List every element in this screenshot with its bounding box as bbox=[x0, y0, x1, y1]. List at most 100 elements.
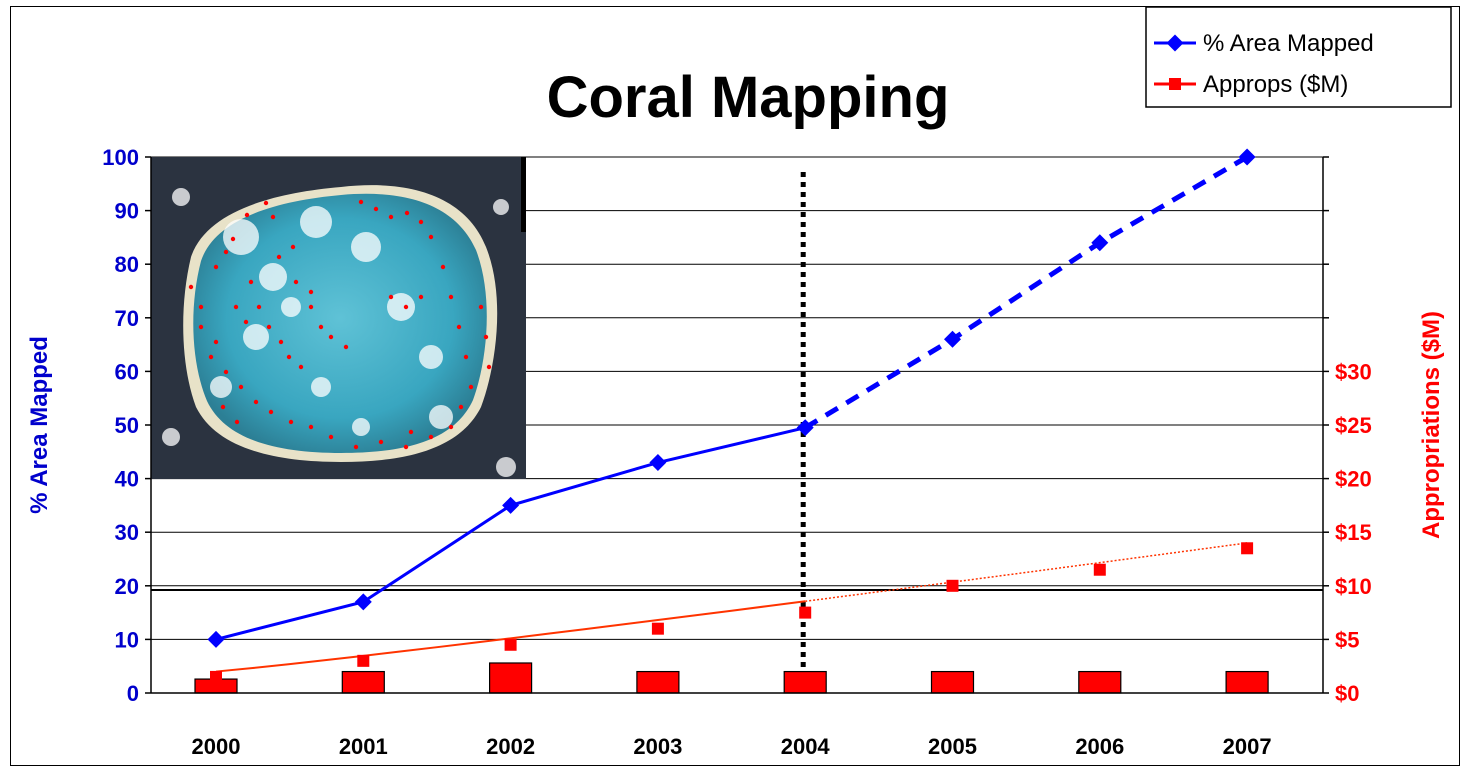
x-tick-label: 2001 bbox=[339, 734, 388, 759]
x-tick-label: 2002 bbox=[486, 734, 535, 759]
cloud bbox=[419, 345, 443, 369]
survey-point bbox=[428, 234, 434, 240]
area-mapped-projected-line bbox=[803, 154, 1249, 430]
left-tick-label: 50 bbox=[115, 413, 139, 438]
legend-label-approps: Approps ($M) bbox=[1203, 71, 1348, 98]
data-series bbox=[207, 148, 1256, 683]
approps-point bbox=[946, 579, 959, 592]
survey-point bbox=[418, 219, 424, 225]
axis-labels: 0 10 20 30 40 50 60 70 80 90 100 $0 $5 $10 $15 $20 $25 $3… bbox=[26, 145, 1445, 759]
survey-point bbox=[440, 264, 446, 270]
approps-bar bbox=[341, 670, 385, 694]
approps-bar bbox=[930, 670, 975, 694]
cloud bbox=[493, 199, 509, 215]
x-tick-label: 2005 bbox=[928, 734, 977, 759]
legend-marker-approps bbox=[1169, 78, 1181, 90]
cloud bbox=[162, 428, 180, 446]
survey-point bbox=[463, 354, 469, 360]
right-tick-label: $30 bbox=[1335, 359, 1372, 384]
chart-title: Coral Mapping bbox=[547, 65, 950, 130]
survey-point bbox=[233, 304, 239, 310]
survey-point bbox=[256, 304, 262, 310]
left-tick-label: 20 bbox=[115, 574, 139, 599]
approps-point bbox=[504, 638, 517, 651]
survey-point bbox=[188, 284, 194, 290]
survey-point bbox=[286, 354, 292, 360]
coral-mapping-chart: Coral Mapping 0 10 20 30 40 50 60 70 80 90 100 $0 $5… bbox=[26, 7, 1452, 759]
cloud bbox=[496, 457, 516, 477]
survey-point bbox=[486, 364, 492, 370]
survey-point bbox=[293, 279, 299, 285]
cloud bbox=[351, 232, 381, 262]
cloud bbox=[172, 188, 190, 206]
left-tick-label: 70 bbox=[115, 306, 139, 331]
approps-bar bbox=[1078, 670, 1122, 694]
right-axis-title: Appropriations ($M) bbox=[1418, 311, 1445, 539]
survey-point bbox=[448, 424, 454, 430]
cloud bbox=[429, 405, 453, 429]
approps-bar bbox=[636, 670, 680, 694]
survey-point bbox=[238, 384, 244, 390]
survey-point bbox=[378, 439, 384, 445]
cloud bbox=[387, 293, 415, 321]
x-tick-label: 2006 bbox=[1075, 734, 1124, 759]
left-tick-label: 10 bbox=[115, 627, 139, 652]
survey-point bbox=[263, 200, 269, 206]
left-tick-label: 40 bbox=[115, 467, 139, 492]
legend-label-area: % Area Mapped bbox=[1203, 30, 1374, 57]
survey-point bbox=[268, 409, 274, 415]
survey-point bbox=[244, 212, 250, 218]
survey-point bbox=[213, 339, 219, 345]
survey-point bbox=[353, 444, 359, 450]
survey-point bbox=[448, 294, 454, 300]
atoll-satellite-inset bbox=[151, 157, 526, 479]
survey-point bbox=[404, 210, 410, 216]
approps-point bbox=[1241, 542, 1254, 555]
x-tick-label: 2007 bbox=[1223, 734, 1272, 759]
cloud bbox=[259, 263, 287, 291]
survey-point bbox=[403, 304, 409, 310]
survey-point bbox=[290, 244, 296, 250]
survey-point bbox=[403, 444, 409, 450]
survey-point bbox=[270, 214, 276, 220]
area-mapped-point bbox=[354, 593, 372, 611]
survey-point bbox=[418, 294, 424, 300]
survey-point bbox=[388, 214, 394, 220]
approps-point bbox=[799, 606, 812, 619]
approps-point bbox=[1093, 563, 1106, 576]
left-tick-label: 0 bbox=[127, 681, 139, 706]
left-tick-label: 80 bbox=[115, 252, 139, 277]
survey-point bbox=[198, 324, 204, 330]
approps-bar bbox=[1225, 670, 1269, 694]
survey-point bbox=[318, 324, 324, 330]
survey-point bbox=[223, 369, 229, 375]
area-mapped-point bbox=[207, 630, 225, 648]
trendline-projected bbox=[805, 542, 1248, 603]
survey-point bbox=[213, 264, 219, 270]
area-mapped-point bbox=[502, 496, 520, 514]
area-mapped-point bbox=[796, 419, 814, 437]
trendline-solid bbox=[215, 600, 806, 673]
survey-point bbox=[288, 419, 294, 425]
right-tick-label: $15 bbox=[1335, 520, 1372, 545]
approps-point bbox=[357, 654, 370, 667]
atoll-lagoon bbox=[193, 193, 487, 453]
survey-point bbox=[208, 354, 214, 360]
approps-point bbox=[210, 670, 222, 683]
legend-box bbox=[1145, 7, 1452, 108]
left-tick-label: 100 bbox=[102, 145, 139, 170]
survey-point bbox=[248, 279, 254, 285]
survey-point bbox=[343, 344, 349, 350]
survey-point bbox=[276, 254, 282, 260]
survey-point bbox=[243, 319, 249, 325]
survey-point bbox=[358, 199, 364, 205]
survey-point bbox=[456, 324, 462, 330]
survey-point bbox=[266, 324, 272, 330]
left-axis-title: % Area Mapped bbox=[26, 336, 53, 514]
left-tick-label: 90 bbox=[115, 199, 139, 224]
right-tick-label: $20 bbox=[1335, 467, 1372, 492]
survey-point bbox=[458, 404, 464, 410]
survey-point bbox=[220, 404, 226, 410]
inset-edge bbox=[521, 157, 526, 232]
survey-point bbox=[428, 434, 434, 440]
